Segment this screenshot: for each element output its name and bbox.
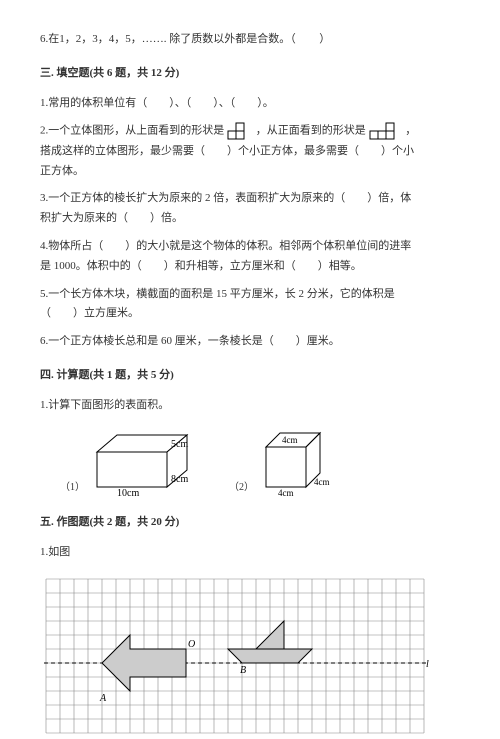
- svg-text:l: l: [426, 659, 429, 670]
- s3q2-e: 正方体。: [40, 162, 460, 182]
- q6-text-a: 6.在1，2，3，4，5，……. 除了质数以外都是合数。（: [40, 33, 296, 45]
- cube-svg: 4cm 4cm 4cm: [258, 427, 338, 497]
- s3q6: 6.一个正方体棱长总和是 60 厘米，一条棱长是（ ）厘米。: [40, 332, 460, 352]
- figure-1-label: （1）: [60, 479, 85, 497]
- s3q4: 4.物体所占（ ）的大小就是这个物体的体积。相邻两个体积单位间的进率 是 100…: [40, 237, 460, 277]
- section4-title: 四. 计算题(共 1 题，共 5 分): [40, 366, 460, 386]
- s3q2-b: ，从正面看到的形状是: [256, 125, 366, 137]
- cube-top-label: 4cm: [282, 435, 298, 445]
- s3q4-b: 是 1000。体积中的（ ）和升相等，立方厘米和（ ）相等。: [40, 257, 460, 277]
- s3q4-a: 4.物体所占（ ）的大小就是这个物体的体积。相邻两个体积单位间的进率: [40, 237, 460, 257]
- cuboid-height-label: 5cm: [171, 439, 188, 450]
- figure-2: （2） 4cm 4cm 4cm: [229, 427, 338, 497]
- figure-row: （1） 5cm 8cm 10cm （2） 4cm 4cm 4: [60, 427, 460, 497]
- s3q3: 3.一个正方体的棱长扩大为原来的 2 倍，表面积扩大为原来的（ ）倍，体 积扩大…: [40, 189, 460, 229]
- figure-1: （1） 5cm 8cm 10cm: [60, 427, 199, 497]
- s3q5: 5.一个长方体木块，横截面的面积是 15 平方厘米，长 2 分米，它的体积是 （…: [40, 285, 460, 325]
- cuboid-svg: 5cm 8cm 10cm: [89, 427, 199, 497]
- svg-text:A: A: [99, 693, 107, 704]
- s3q2-d: 搭成这样的立体图形，最少需要（ ）个小正方体，最多需要（ ）个小: [40, 142, 460, 162]
- section5-title: 五. 作图题(共 2 题，共 20 分): [40, 513, 460, 533]
- section2-q6: 6.在1，2，3，4，5，……. 除了质数以外都是合数。（ ）: [40, 30, 460, 50]
- s4q1: 1.计算下面图形的表面积。: [40, 396, 460, 416]
- q6-text-b: ）: [319, 33, 330, 45]
- figure-2-label: （2）: [229, 479, 254, 497]
- shape-front-view: [369, 121, 403, 141]
- s3q2-c: ，: [405, 125, 416, 137]
- shape-top-view: [227, 121, 253, 141]
- s3q5-a: 5.一个长方体木块，横截面的面积是 15 平方厘米，长 2 分米，它的体积是: [40, 285, 460, 305]
- cuboid-width-label: 10cm: [117, 488, 139, 497]
- s5q1: 1.如图: [40, 543, 460, 563]
- svg-text:O: O: [188, 639, 195, 650]
- s3q3-b: 积扩大为原来的（ ）倍。: [40, 209, 460, 229]
- cube-side-label: 4cm: [314, 477, 330, 487]
- s3q2-a: 2.一个立体图形，从上面看到的形状是: [40, 125, 224, 137]
- svg-text:B: B: [240, 665, 246, 676]
- s3q3-a: 3.一个正方体的棱长扩大为原来的 2 倍，表面积扩大为原来的（ ）倍，体: [40, 189, 460, 209]
- section3-title: 三. 填空题(共 6 题，共 12 分): [40, 64, 460, 84]
- cuboid-depth-label: 8cm: [171, 474, 188, 485]
- s3q1: 1.常用的体积单位有（ ）、（ ）、（ ）。: [40, 94, 460, 114]
- s3q5-b: （ ）立方厘米。: [40, 304, 460, 324]
- grid-diagram: l O A B: [40, 573, 460, 739]
- s3q2: 2.一个立体图形，从上面看到的形状是 ，从正面看到的形状是 ， 搭成这样的立体图…: [40, 121, 460, 181]
- cube-bottom-label: 4cm: [278, 488, 294, 497]
